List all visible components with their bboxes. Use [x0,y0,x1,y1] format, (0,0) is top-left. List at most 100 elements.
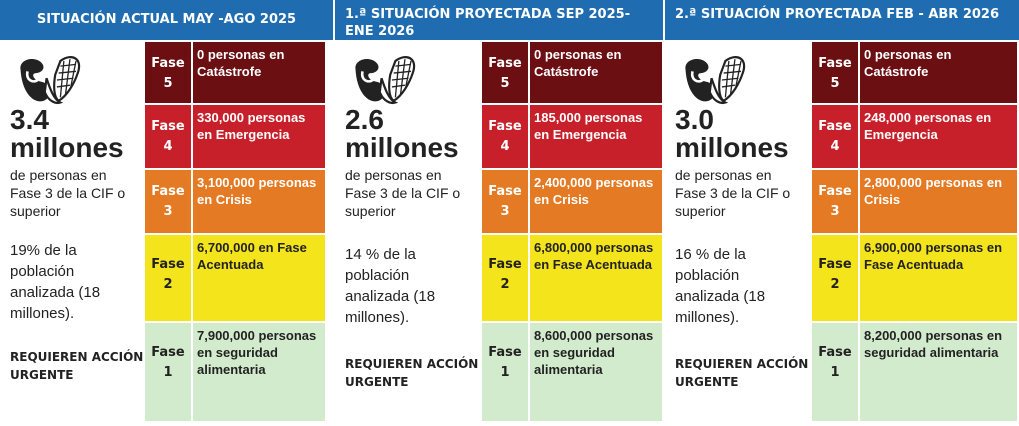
summary: 3.0 millones de personas en Fase 3 de la… [675,54,806,220]
phase-label: Fase 4 [145,105,193,168]
phase-description: 6,900,000 personas en Fase Acentuada [864,240,1003,272]
phase-description: 8,600,000 personas en seguridad alimenta… [534,328,654,377]
phase-description: 330,000 personas en Emergencia [197,110,306,142]
percent-text: 19% de la población analizada (18 millon… [10,242,101,322]
phase-number: 1 [163,365,173,380]
phase-description: 6,800,000 personas en Fase Acentuada [534,240,654,272]
phase-row-2: Fase 2 6,800,000 personas en Fase Acentua… [482,235,662,323]
phase-row-5: Fase 5 0 personas en Catástrofe [482,42,662,105]
bean-corn-icon [685,56,746,105]
phase-row-3: Fase 3 3,100,000 personas en Crisis [145,170,325,235]
phase-label: Fase 3 [812,170,860,233]
phase-number: 5 [830,76,840,91]
subtitle: de personas en Fase 3 de la CIF o superi… [675,167,791,219]
panel-title: SITUACIÓN ACTUAL MAY -AGO 2025 [0,0,333,40]
phase-label: Fase 5 [145,42,193,103]
percent-text: 16 % de la población analizada (18 millo… [675,246,766,326]
big-number: 3.0 [675,104,714,135]
phase-row-3: Fase 3 2,800,000 personas en Crisis [812,170,1017,235]
phase-table: Fase 5 0 personas en Catástrofe Fase 4 185… [482,42,662,423]
phase-row-4: Fase 4 330,000 personas en Emergencia [145,105,325,170]
phase-word: Fase [818,119,852,134]
subtitle: de personas en Fase 3 de la CIF o superi… [10,167,126,219]
big-number: 3.4 [10,104,49,135]
phase-row-5: Fase 5 0 personas en Catástrofe [812,42,1017,105]
big-unit: millones [10,132,124,163]
phase-number: 2 [500,277,510,292]
phase-word: Fase [151,257,185,272]
phase-number: 2 [163,277,173,292]
bean-corn-icon [355,56,416,105]
phase-row-1: Fase 1 7,900,000 personas en seguridad al… [145,323,325,423]
phase-word: Fase [818,56,852,71]
phase-description: 2,400,000 personas en Crisis [534,175,654,207]
panel-title: 1.ª SITUACIÓN PROYECTADA SEP 2025-ENE 20… [335,0,663,40]
phase-row-5: Fase 5 0 personas en Catástrofe [145,42,325,105]
urgent-label: REQUIEREN ACCIÓN URGENTE [345,357,479,389]
panel-3: 2.ª SITUACIÓN PROYECTADA FEB - ABR 2026 … [665,0,1019,426]
phase-word: Fase [818,184,852,199]
phase-row-2: Fase 2 6,900,000 personas en Fase Acentua… [812,235,1017,323]
phase-number: 1 [500,365,510,380]
phase-description: 7,900,000 personas en seguridad alimenta… [197,328,317,377]
phase-table: Fase 5 0 personas en Catástrofe Fase 4 248… [812,42,1017,423]
phase-number: 4 [500,139,510,154]
phase-description: 8,200,000 personas en seguridad alimenta… [864,328,1003,360]
panel-title: 2.ª SITUACIÓN PROYECTADA FEB - ABR 2026 [665,0,1019,40]
phase-description: 0 personas en Catástrofe [534,47,622,79]
phase-description: 185,000 personas en Emergencia [534,110,643,142]
phase-label: Fase 1 [482,323,530,421]
phase-row-4: Fase 4 185,000 personas en Emergencia [482,105,662,170]
phase-word: Fase [151,56,185,71]
urgent-label: REQUIEREN ACCIÓN URGENTE [675,357,809,389]
phase-label: Fase 2 [482,235,530,321]
phase-row-1: Fase 1 8,600,000 personas en seguridad al… [482,323,662,423]
phase-label: Fase 5 [812,42,860,103]
phase-number: 3 [830,204,840,219]
big-unit: millones [345,132,459,163]
big-unit: millones [675,132,789,163]
phase-word: Fase [151,119,185,134]
urgent-label: REQUIEREN ACCIÓN URGENTE [10,350,144,382]
phase-word: Fase [151,345,185,360]
phase-number: 5 [163,76,173,91]
panel-2: 1.ª SITUACIÓN PROYECTADA SEP 2025-ENE 20… [335,0,663,426]
percent-text: 14 % de la población analizada (18 millo… [345,246,436,326]
phase-number: 3 [500,204,510,219]
phase-table: Fase 5 0 personas en Catástrofe Fase 4 330… [145,42,325,423]
phase-label: Fase 2 [812,235,860,321]
phase-label: Fase 1 [145,323,193,421]
phase-description: 2,800,000 personas en Crisis [864,175,1003,207]
bean-corn-icon [20,56,81,105]
phase-number: 2 [830,277,840,292]
phase-number: 3 [163,204,173,219]
phase-word: Fase [488,184,522,199]
phase-row-4: Fase 4 248,000 personas en Emergencia [812,105,1017,170]
phase-word: Fase [488,345,522,360]
subtitle: de personas en Fase 3 de la CIF o superi… [345,167,461,219]
phase-description: 248,000 personas en Emergencia [864,110,992,142]
phase-number: 4 [163,139,173,154]
phase-word: Fase [488,257,522,272]
big-number: 2.6 [345,104,384,135]
phase-label: Fase 5 [482,42,530,103]
phase-label: Fase 1 [812,323,860,421]
phase-number: 5 [500,76,510,91]
phase-word: Fase [818,257,852,272]
phase-label: Fase 4 [482,105,530,168]
phase-row-3: Fase 3 2,400,000 personas en Crisis [482,170,662,235]
phase-number: 1 [830,365,840,380]
phase-row-1: Fase 1 8,200,000 personas en seguridad al… [812,323,1017,423]
phase-word: Fase [488,119,522,134]
phase-word: Fase [488,56,522,71]
panel-1: SITUACIÓN ACTUAL MAY -AGO 2025 3.4 millo… [0,0,333,426]
phase-label: Fase 2 [145,235,193,321]
phase-description: 0 personas en Catástrofe [864,47,952,79]
phase-number: 4 [830,139,840,154]
phase-word: Fase [818,345,852,360]
phase-description: 0 personas en Catástrofe [197,47,285,79]
summary: 3.4 millones de personas en Fase 3 de la… [10,54,139,220]
phase-label: Fase 3 [482,170,530,233]
phase-label: Fase 4 [812,105,860,168]
phase-label: Fase 3 [145,170,193,233]
